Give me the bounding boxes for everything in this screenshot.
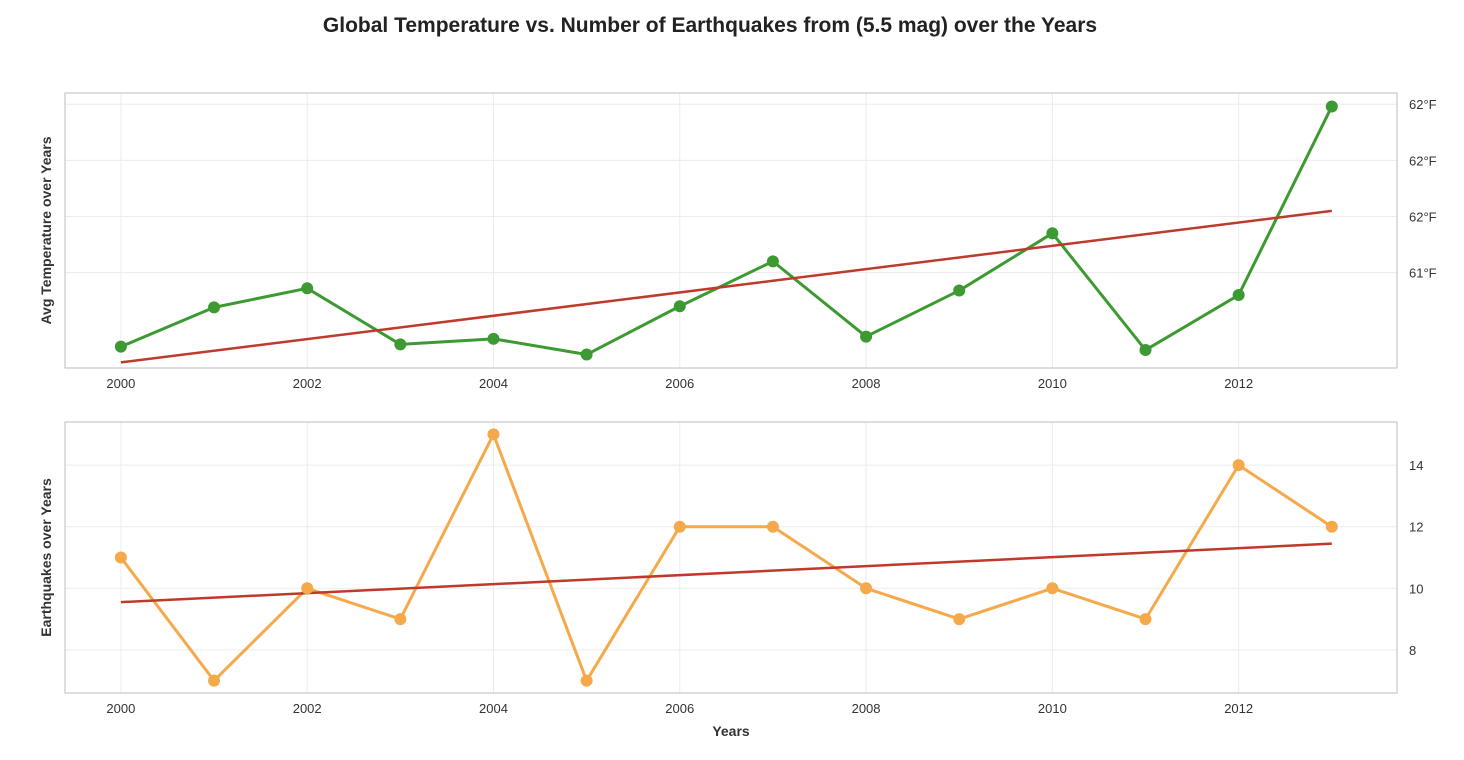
trend-line (120, 542, 1332, 604)
x-axis-label: Years (712, 723, 750, 739)
data-point (487, 332, 500, 345)
data-point (673, 520, 686, 533)
data-point (394, 613, 407, 626)
y-tick-label: 14 (1409, 458, 1423, 473)
y-tick-label: 62°F (1409, 153, 1437, 168)
data-point (580, 674, 593, 687)
y-tick-label: 12 (1409, 520, 1423, 535)
trend-line (120, 209, 1332, 364)
y-tick-label: 10 (1409, 581, 1423, 596)
x-tick-label: 2008 (852, 376, 881, 391)
data-point (1139, 613, 1152, 626)
data-point (1046, 227, 1059, 240)
y-tick-label: 8 (1409, 643, 1416, 658)
x-tick-label: 2012 (1224, 376, 1253, 391)
x-tick-label: 2012 (1224, 701, 1253, 716)
data-point (487, 428, 500, 441)
data-point (1232, 289, 1245, 302)
x-tick-label: 2008 (852, 701, 881, 716)
data-point (301, 282, 314, 295)
chart-title: Global Temperature vs. Number of Earthqu… (322, 14, 1098, 37)
y-tick-label: 61°F (1409, 266, 1437, 281)
data-point (673, 300, 686, 313)
data-point (114, 551, 127, 564)
data-point (766, 255, 779, 268)
data-point (953, 284, 966, 297)
x-tick-label: 2006 (665, 701, 694, 716)
data-point (953, 613, 966, 626)
data-point (1325, 520, 1338, 533)
data-point (860, 330, 873, 343)
x-tick-label: 2010 (1038, 701, 1067, 716)
series-line (119, 432, 1333, 683)
data-point (1046, 582, 1059, 595)
series-line (120, 105, 1334, 357)
data-point (766, 520, 779, 533)
x-tick-label: 2002 (293, 701, 322, 716)
data-point (1139, 344, 1152, 357)
x-tick-label: 2004 (479, 701, 508, 716)
data-point (860, 582, 873, 595)
data-point (208, 674, 221, 687)
temperature-panel: 2000 2002 2004 2006 2008 2010 2012 61°F 62°F 62°F… (38, 92, 1437, 391)
plot-frame (64, 92, 1398, 369)
earthquakes-panel: 2000 2002 2004 2006 2008 2010 2012 8 10 12 14 Earth… (38, 421, 1423, 716)
data-point (1325, 100, 1338, 113)
data-point (208, 301, 221, 314)
y-axis-label: Avg Temperature over Years (38, 136, 54, 324)
data-point (1232, 459, 1245, 472)
x-tick-label: 2000 (106, 701, 135, 716)
x-tick-label: 2002 (293, 376, 322, 391)
x-tick-label: 2006 (665, 376, 694, 391)
x-tick-label: 2000 (106, 376, 135, 391)
y-axis-label: Earthquakes over Years (38, 478, 54, 637)
y-tick-label: 62°F (1409, 97, 1437, 112)
plot-frame (64, 421, 1398, 694)
data-point (394, 338, 407, 351)
data-point (580, 348, 593, 361)
y-tick-label: 62°F (1409, 209, 1437, 224)
data-point (114, 340, 127, 353)
data-point (301, 582, 314, 595)
x-tick-label: 2004 (479, 376, 508, 391)
x-tick-label: 2010 (1038, 376, 1067, 391)
